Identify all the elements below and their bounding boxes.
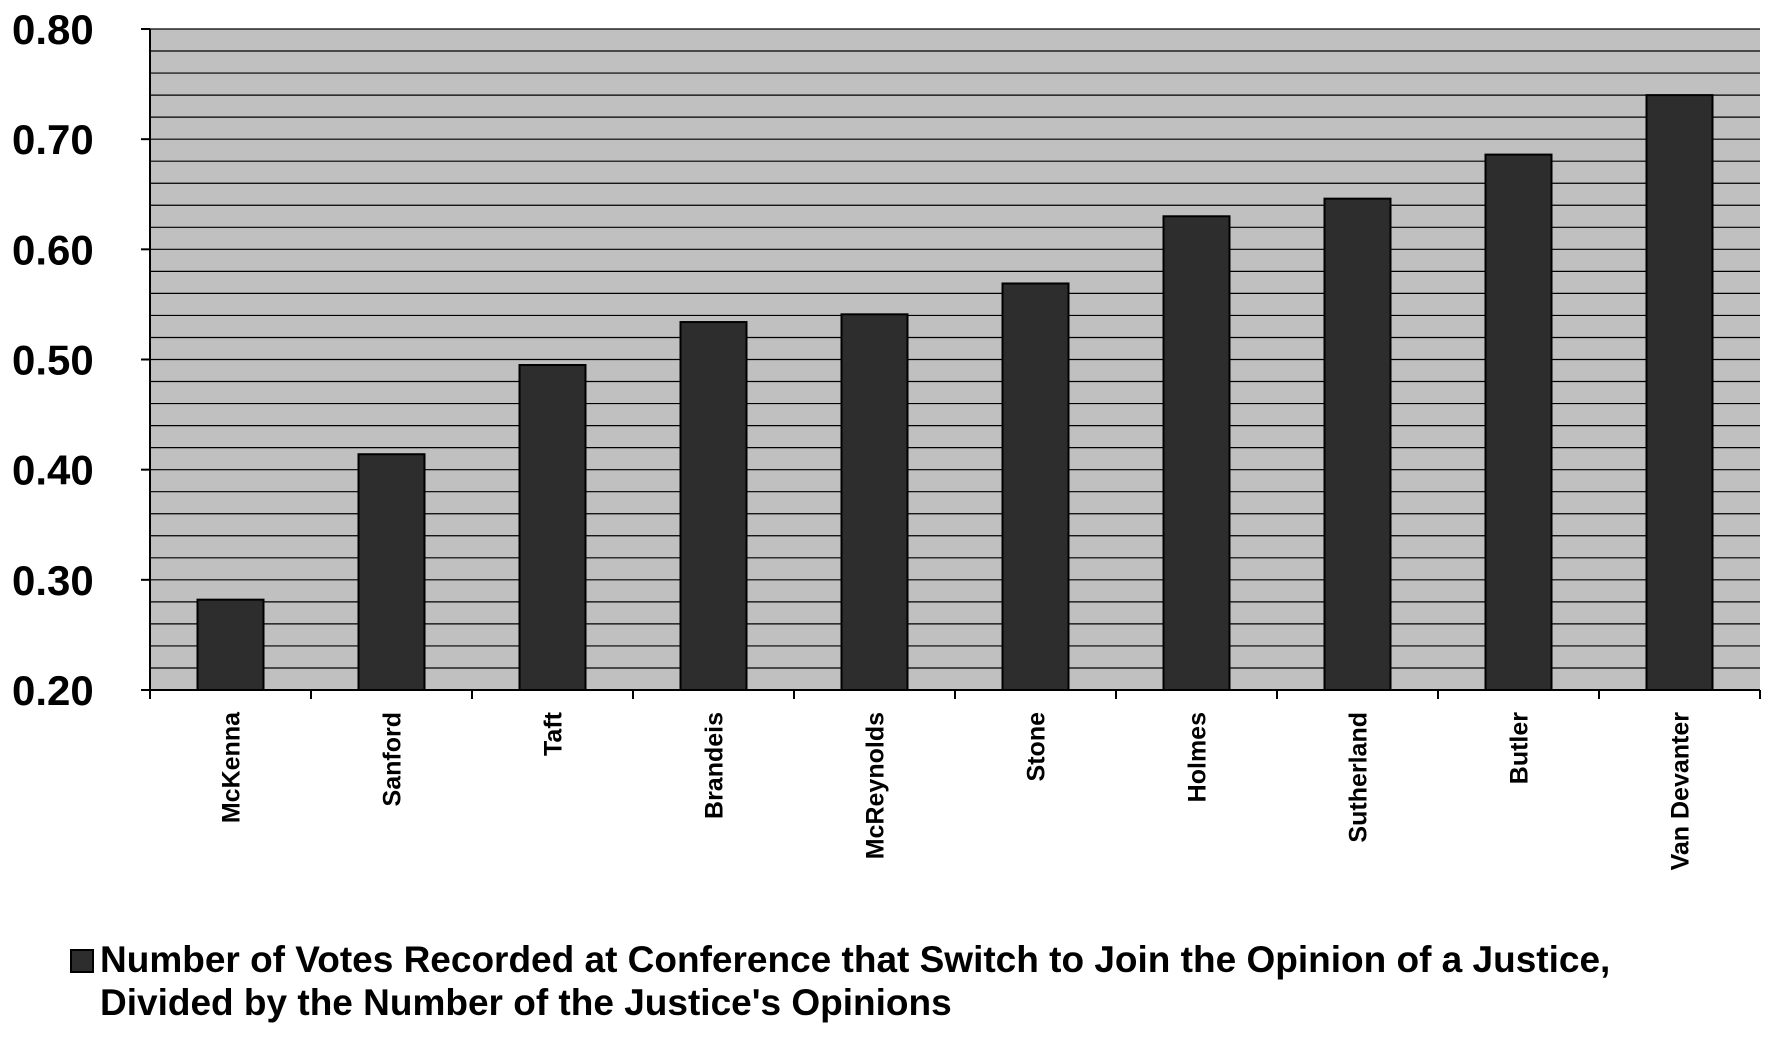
bars [196,94,1714,692]
x-tick-label: Brandeis [701,712,729,819]
x-tick-label: Holmes [1184,712,1212,802]
x-tick-label: McKenna [218,711,246,823]
bar-stone [1001,282,1070,691]
y-tick-label: 0.70 [12,116,94,163]
y-axis-tick-labels: 0.20 0.30 0.40 0.50 0.60 0.70 0.80 [12,6,94,714]
x-tick-label: Van Devanter [1667,712,1695,871]
legend-label: Number of Votes Recorded at Conference t… [100,939,1611,1023]
bar-van-devanter [1645,94,1714,692]
axes [141,28,1761,699]
x-tick-label: McReynolds [862,712,890,859]
y-tick-label: 0.20 [12,667,94,714]
x-tick-label: Sutherland [1345,712,1373,843]
bar-taft [518,364,587,691]
bar-mcreynolds [840,313,909,691]
legend-swatch [70,949,94,973]
x-tick-label: Stone [1023,712,1051,782]
y-tick-label: 0.60 [12,226,94,273]
x-tick-label: Sanford [379,712,407,806]
bar-sanford [357,453,426,692]
y-tick-label: 0.40 [12,447,94,494]
bar-holmes [1162,215,1231,692]
y-tick-label: 0.80 [12,6,94,53]
bar-brandeis [679,321,748,691]
y-tick-label: 0.30 [12,557,94,604]
bar-sutherland [1323,197,1392,691]
x-axis-tick-labels: McKenna Sanford Taft Brandeis McReynolds Ston… [218,711,1695,871]
bar-mckenna [196,598,265,691]
y-tick-label: 0.50 [12,337,94,384]
bar-butler [1484,153,1553,691]
legend: Number of Votes Recorded at Conference t… [70,938,1750,1024]
x-tick-label: Butler [1506,712,1534,785]
x-tick-label: Taft [540,711,568,756]
